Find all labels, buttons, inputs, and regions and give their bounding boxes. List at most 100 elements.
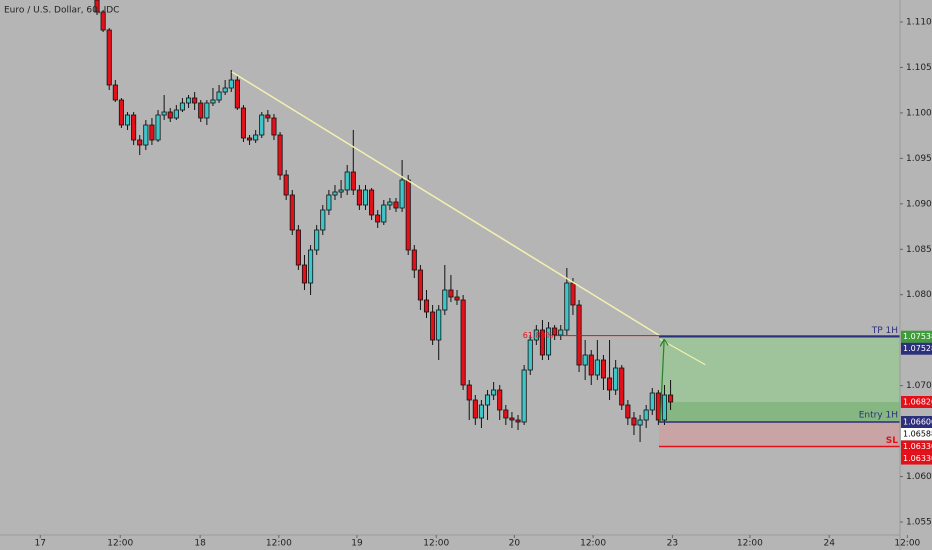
x-tick-label: 12:00 (580, 539, 606, 549)
arrow-head (659, 338, 669, 347)
candle-body (472, 399, 478, 419)
candle-body (484, 394, 491, 406)
candle-body (655, 392, 661, 421)
y-tick-label: 1.10500 (906, 63, 932, 73)
y-tick-label: 1.11000 (906, 18, 932, 28)
projection-line (659, 338, 706, 366)
x-tick-label: 23 (667, 539, 678, 549)
candle-body (326, 194, 332, 211)
price-label: 1.06588 (903, 430, 932, 439)
candle-body (253, 134, 259, 141)
price-label: 1.06600 (903, 418, 932, 427)
candle-body (533, 329, 539, 341)
candle-body (259, 114, 265, 136)
axes: 1.11000 1.10500 1.10000 1.09500 1.09000 1.085… (35, 18, 932, 549)
candle-body (222, 87, 228, 93)
candle-body (497, 389, 503, 411)
candle-body (381, 204, 387, 223)
candle-body (186, 97, 192, 104)
entry-label: Entry 1H (859, 411, 898, 421)
candle-body (362, 189, 369, 206)
candle-body (179, 102, 185, 111)
candle-body (668, 394, 674, 403)
price-label-box (901, 452, 932, 465)
candle-body (448, 289, 454, 298)
candle-body (210, 99, 216, 104)
y-tick-label: 1.06000 (906, 472, 932, 482)
live-zone (658, 402, 900, 422)
price-label: 1.06820 (903, 398, 932, 407)
candle-body (423, 299, 430, 313)
candle-body (320, 209, 326, 231)
candle-body (356, 189, 362, 206)
candle-body (295, 229, 301, 266)
y-tick-label: 1.10000 (906, 108, 932, 118)
price-label-box (901, 440, 932, 453)
candle-body (204, 102, 210, 119)
candle-body (240, 107, 246, 139)
candle-body (558, 329, 564, 336)
price-label-box (901, 342, 932, 355)
price-label: 1.07528 (903, 344, 932, 353)
x-tick-label: 19 (351, 539, 363, 549)
price-label: 1.07538 (903, 332, 932, 341)
candle-body (509, 417, 515, 421)
chart-title: Euro / U.S. Dollar, 60, IDC (4, 6, 119, 16)
candle-body (216, 91, 222, 101)
candle-body (521, 369, 527, 423)
candle-body (399, 179, 405, 209)
x-tick-label: 12:00 (423, 539, 449, 549)
candle-body (570, 282, 576, 306)
candle-body (369, 189, 375, 216)
x-tick-label: 24 (823, 539, 835, 549)
candle-body (338, 189, 344, 193)
candle-body (375, 214, 381, 223)
price-label: 1.06330 (903, 454, 932, 463)
candle-body (576, 304, 582, 366)
candle-body (436, 309, 442, 341)
x-tick-label: 18 (194, 539, 206, 549)
price-label-box (901, 428, 932, 440)
candle-body (289, 194, 295, 231)
x-tick-label: 17 (35, 539, 46, 549)
candle-body (411, 249, 417, 271)
candle-body (234, 79, 240, 109)
candle-body (594, 359, 600, 376)
candle-body (198, 102, 204, 119)
arrow-line (659, 339, 665, 423)
candle-body (167, 111, 173, 119)
price-label-box (901, 396, 932, 408)
candle-body (619, 367, 625, 406)
candle-body (527, 339, 533, 371)
candle-body (478, 404, 484, 419)
y-tick-label: 1.09000 (906, 199, 932, 209)
candle-body (649, 392, 655, 411)
candle-body (118, 99, 124, 126)
candle-body (228, 79, 234, 89)
x-tick-label: 20 (509, 539, 521, 549)
x-tick-label: 12:00 (266, 539, 292, 549)
y-tick-label: 1.09500 (906, 154, 932, 164)
candle-body (582, 354, 588, 366)
candle-body (100, 11, 106, 31)
candle-body (430, 311, 436, 341)
candle-body (631, 417, 637, 426)
candle-body (350, 171, 356, 191)
candle-body (387, 201, 393, 206)
candle-body (192, 97, 198, 104)
candle-body (515, 419, 521, 423)
price-label: 1.06330 (903, 442, 932, 451)
candle-body (137, 139, 143, 146)
candle-body (247, 137, 253, 141)
trend-line (231, 71, 661, 337)
candle-body (112, 84, 118, 101)
y-tick-label: 1.08000 (906, 290, 932, 300)
candle-body (564, 282, 570, 331)
loss-zone (658, 422, 900, 447)
candle-body (314, 229, 320, 251)
candle-body (625, 404, 631, 419)
candle-body (442, 289, 448, 311)
